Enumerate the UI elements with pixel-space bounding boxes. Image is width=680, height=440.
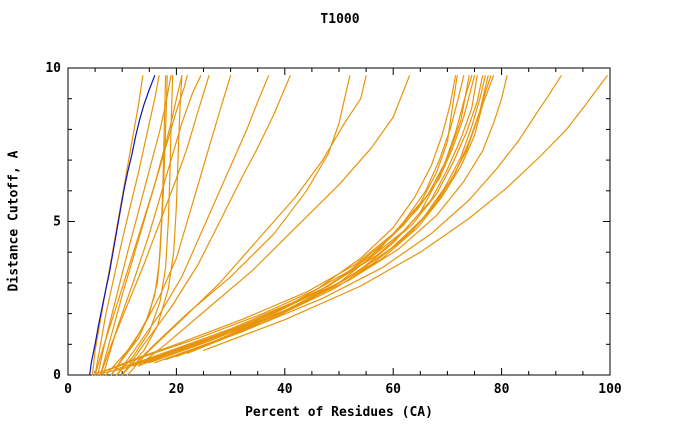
model-curve [165,75,492,361]
y-tick-label: 10 [45,61,61,76]
y-tick-label: 0 [53,368,61,383]
model-curve [202,75,608,351]
model-curve [143,75,484,364]
model-curve [105,75,458,371]
chart-title: T1000 [320,12,360,27]
model-curve [148,75,508,364]
model-curve [126,75,367,376]
model-curve [121,75,291,376]
model-curve [137,75,478,367]
model-curve [121,75,183,376]
model-curve [94,75,160,376]
model-curve [116,75,174,376]
model-curve [154,75,486,364]
highlighted-model-curve [89,75,156,376]
y-tick-label: 5 [53,215,61,230]
model-curve [110,75,232,376]
x-tick-label: 40 [277,382,293,397]
x-tick-label: 20 [169,382,185,397]
model-curve [97,75,172,376]
model-curve [132,75,470,367]
model-curve [116,75,270,376]
model-curve [165,75,562,361]
x-axis-label: Percent of Residues (CA) [245,405,433,420]
model-curve [126,75,476,367]
x-tick-label: 60 [385,382,401,397]
model-curve [186,75,495,355]
model-curve [102,75,202,376]
model-curve [132,75,351,367]
model-curve [94,75,457,375]
x-tick-label: 0 [64,382,72,397]
x-tick-label: 100 [598,382,622,397]
x-tick-label: 80 [494,382,510,397]
model-curve [137,75,411,367]
model-curve [99,75,210,376]
